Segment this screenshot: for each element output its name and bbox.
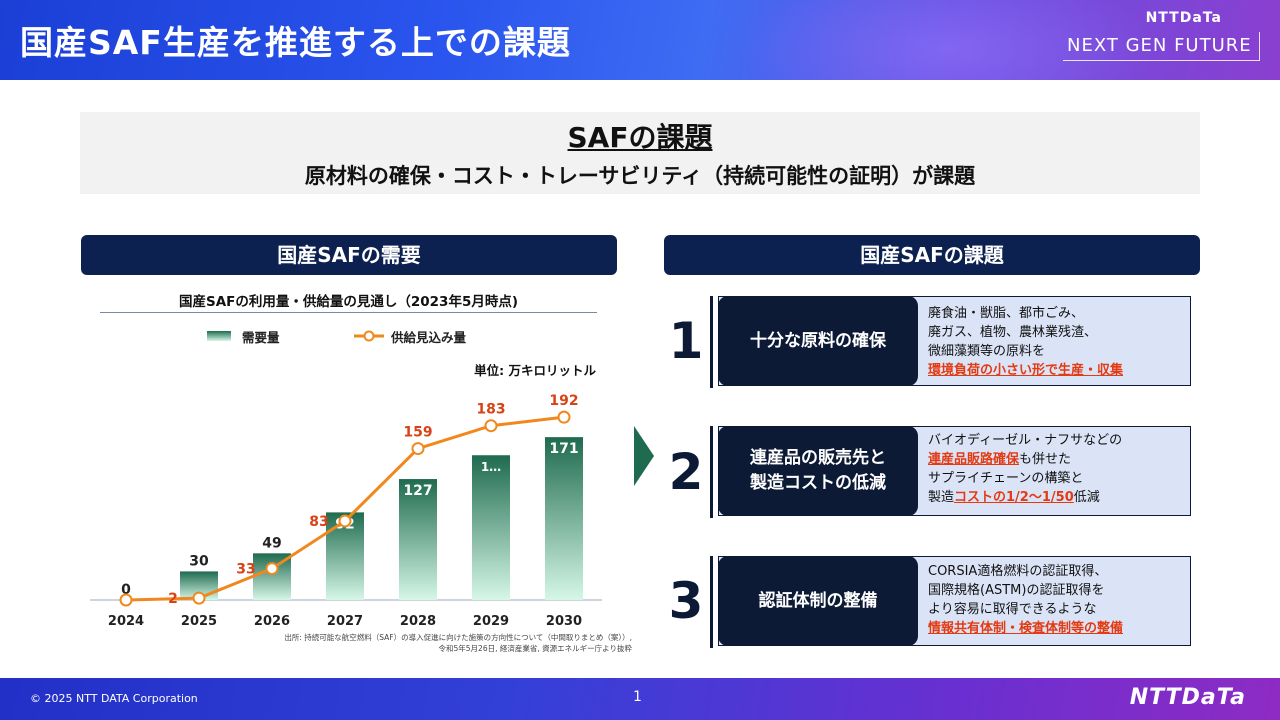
bar-demand-2030 — [545, 437, 583, 600]
bar-label-2030: 171 — [549, 441, 578, 457]
bar-label-2025: 30 — [189, 553, 209, 569]
issue-text-2: バイオディーゼル・ナフサなどの 連産品販路確保も併せた サプライチェーンの構築と… — [928, 431, 1188, 507]
issue-number-3: 3 — [668, 572, 704, 630]
bar-demand-2027 — [326, 512, 364, 600]
chart-title-divider — [100, 312, 597, 313]
bar-label-2026: 49 — [262, 535, 281, 551]
supply-line — [125, 415, 565, 602]
issue-2-line2-rest: も併せた — [1019, 452, 1072, 467]
summary-title: SAFの課題 — [567, 121, 713, 154]
issue-2-highlight-1: 連産品販路確保 — [928, 452, 1020, 467]
issue-1-line: 微細藻類等の原料を — [928, 344, 1046, 359]
issue-2-line4: 製造コストの1/2～1/50低減 — [928, 488, 1188, 507]
issue-label-3: 認証体制の整備 — [718, 556, 918, 646]
x-tick-label-2026: 2026 — [254, 614, 290, 629]
issue-3-line: より容易に取得できるような — [928, 602, 1097, 617]
issue-number-2: 2 — [668, 443, 704, 501]
issue-label-2-line2: 製造コストの低減 — [750, 473, 886, 493]
issue-label-2-line1: 連産品の販売先と — [750, 448, 886, 468]
issue-1-highlight: 環境負荷の小さい形で生産・収集 — [928, 363, 1124, 378]
header-glow — [740, 0, 1160, 80]
x-tick-label-2024: 2024 — [108, 614, 144, 629]
x-tick-label-2029: 2029 — [473, 614, 509, 629]
x-tick-label-2030: 2030 — [546, 614, 582, 629]
issue-2-line1: バイオディーゼル・ナフサなどの — [928, 433, 1123, 448]
right-arrow-icon — [634, 426, 654, 486]
issue-divider-1 — [710, 296, 713, 388]
ntt-data-logo: NTTDaTa — [1129, 685, 1246, 710]
x-tick-label-2028: 2028 — [400, 614, 436, 629]
supply-label-2030: 192 — [549, 393, 578, 409]
issue-2-line4-pre: 製造 — [928, 490, 955, 505]
chart-legend: 需要量 供給見込み量 — [207, 330, 467, 345]
bar-label-2029: 1… — [481, 460, 501, 474]
supply-point-2025 — [192, 591, 206, 605]
bar-label-2027: 92 — [335, 516, 354, 532]
chart-source-line2: 令和5年5月26日, 経済産業省, 資源エネルギー庁より抜粋 — [438, 644, 632, 653]
brand-logo-small: NTTDaTa — [1145, 10, 1222, 26]
chart-title: 国産SAFの利用量・供給量の見通し（2023年5月時点) — [178, 294, 519, 310]
summary-subtitle: 原材料の確保・コスト・トレーサビリティ（持続可能性の証明）が課題 — [304, 164, 976, 188]
issue-2-highlight-2: コストの1/2～1/50 — [954, 490, 1074, 505]
issue-3-line: CORSIA適格燃料の認証取得、 — [928, 564, 1108, 579]
issue-text-3: CORSIA適格燃料の認証取得、 国際規格(ASTM)の認証取得を より容易に取… — [928, 562, 1188, 638]
copyright-text: © 2025 NTT DATA Corporation — [30, 692, 198, 705]
supply-label-2027: 83 — [309, 514, 328, 530]
legend-swatch-demand — [207, 331, 231, 341]
bar-demand-2026 — [253, 553, 291, 600]
issue-divider-2 — [710, 426, 713, 518]
issue-2-line4-post: 低減 — [1073, 490, 1100, 505]
issue-text-1: 廃食油・獣脂、都市ごみ、 廃ガス、植物、農林業残渣、 微細藻類等の原料を 環境負… — [928, 304, 1188, 380]
brand-tagline: NEXT GEN FUTURE — [1063, 32, 1260, 61]
supply-point-2028 — [411, 442, 425, 456]
supply-point-2027 — [338, 514, 352, 528]
x-tick-label-2027: 2027 — [327, 614, 363, 629]
page-title: 国産SAF生産を推進する上での課題 — [20, 23, 571, 62]
issue-2-line3: サプライチェーンの構築と — [928, 471, 1084, 486]
supply-point-2026 — [265, 562, 279, 576]
bar-demand-2029 — [472, 455, 510, 600]
supply-label-2025: 2 — [168, 591, 178, 607]
supply-label-2028: 159 — [403, 425, 432, 441]
bar-demand-2028 — [399, 479, 437, 600]
bar-label-2024: 0 — [121, 582, 131, 598]
issue-1-line: 廃食油・獣脂、都市ごみ、 — [928, 306, 1085, 321]
issue-3-line: 国際規格(ASTM)の認証取得を — [928, 583, 1105, 598]
issue-divider-3 — [710, 556, 713, 648]
supply-label-2026: 33 — [236, 562, 255, 578]
issue-number-1: 1 — [668, 312, 704, 370]
legend-marker-supply — [363, 330, 375, 342]
supply-point-2024 — [119, 593, 133, 607]
legend-label-demand: 需要量 — [242, 330, 280, 345]
bar-label-2028: 127 — [403, 483, 432, 499]
section-header-issues: 国産SAFの課題 — [664, 235, 1200, 275]
issue-label-1: 十分な原料の確保 — [718, 296, 918, 386]
supply-label-2029: 183 — [476, 402, 505, 418]
supply-point-2029 — [484, 419, 498, 433]
footer-bar: © 2025 NTT DATA Corporation 1 NTTDaTa — [0, 678, 1280, 720]
header-banner: 国産SAF生産を推進する上での課題 NTTDaTa NEXT GEN FUTUR… — [0, 0, 1280, 80]
chart-source: 出所: 持続可能な航空燃料（SAF）の導入促進に向けた施策の方向性について（中間… — [250, 632, 632, 654]
section-header-demand: 国産SAFの需要 — [81, 235, 617, 275]
bar-demand-2025 — [180, 571, 218, 600]
supply-point-2030 — [557, 410, 571, 424]
issue-2-line2: 連産品販路確保も併せた — [928, 450, 1188, 469]
chart-unit: 単位: 万キロリットル — [474, 363, 596, 378]
summary-box: SAFの課題 原材料の確保・コスト・トレーサビリティ（持続可能性の証明）が課題 — [80, 112, 1200, 194]
chart-source-line1: 出所: 持続可能な航空燃料（SAF）の導入促進に向けた施策の方向性について（中間… — [284, 633, 632, 642]
x-tick-label-2025: 2025 — [181, 614, 217, 629]
legend-label-supply: 供給見込み量 — [390, 330, 467, 345]
issue-3-highlight: 情報共有体制・検査体制等の整備 — [928, 621, 1124, 636]
issue-label-2: 連産品の販売先と 製造コストの低減 — [718, 426, 918, 516]
page-number: 1 — [633, 689, 642, 705]
issue-1-line: 廃ガス、植物、農林業残渣、 — [928, 325, 1098, 340]
